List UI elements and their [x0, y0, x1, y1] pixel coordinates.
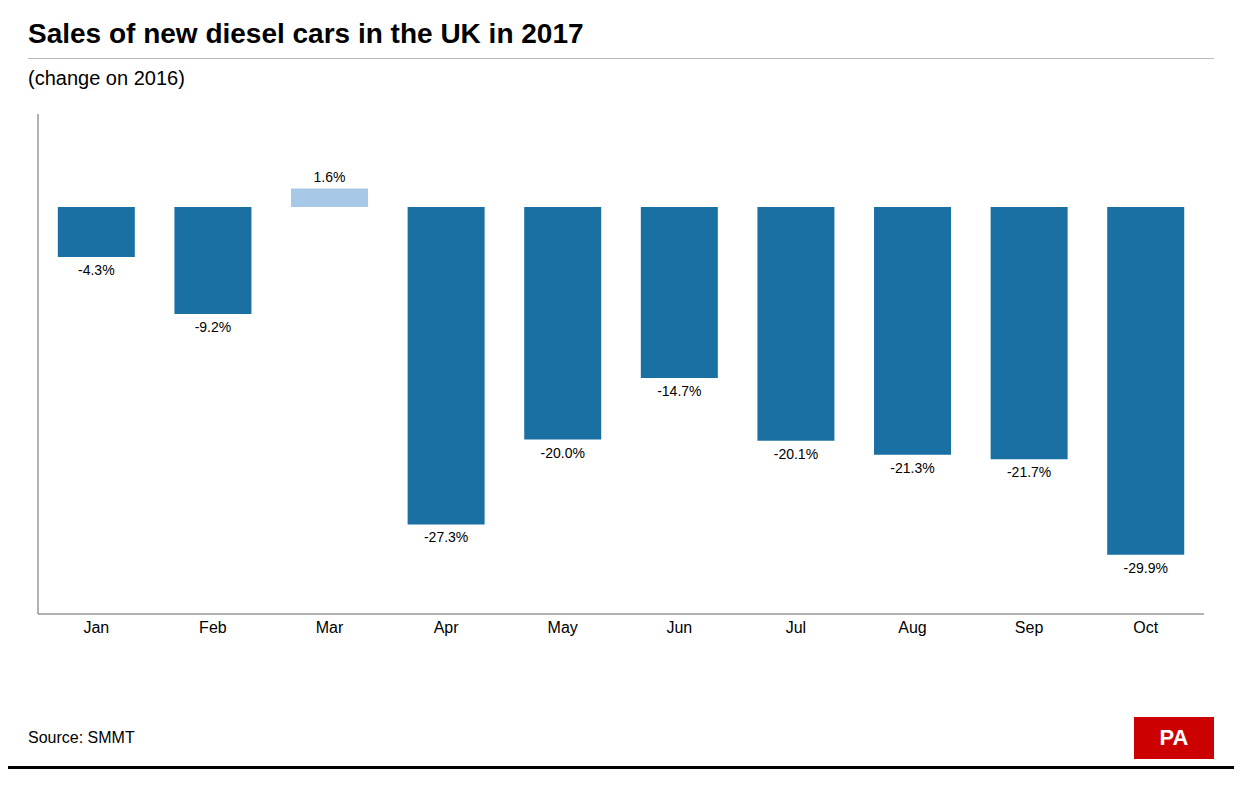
svg-text:Jul: Jul	[786, 619, 806, 636]
svg-text:1.6%: 1.6%	[314, 169, 346, 185]
svg-text:Aug: Aug	[898, 619, 926, 636]
svg-text:-4.3%: -4.3%	[78, 262, 115, 278]
svg-text:Feb: Feb	[199, 619, 227, 636]
html-text:Source: SMMT: Source: SMMT	[28, 729, 135, 746]
svg-text:-14.7%: -14.7%	[657, 383, 701, 399]
svg-text:-20.0%: -20.0%	[541, 445, 585, 461]
svg-text:-29.9%: -29.9%	[1124, 560, 1168, 576]
svg-text:-9.2%: -9.2%	[195, 319, 232, 335]
svg-text:Apr: Apr	[434, 619, 460, 636]
svg-text:-27.3%: -27.3%	[424, 529, 468, 545]
svg-text:-20.1%: -20.1%	[774, 446, 818, 462]
svg-text:-21.7%: -21.7%	[1007, 464, 1051, 480]
svg-text:Jun: Jun	[666, 619, 692, 636]
svg-text:Mar: Mar	[316, 619, 344, 636]
svg-text:Oct: Oct	[1133, 619, 1158, 636]
html-text:PA: PA	[1159, 725, 1189, 750]
svg-text:May: May	[548, 619, 578, 636]
svg-text:Sep: Sep	[1015, 619, 1044, 636]
svg-text:-21.3%: -21.3%	[890, 460, 934, 476]
html-text:Sales of new diesel cars in th: Sales of new diesel cars in the UK in 20…	[28, 18, 584, 49]
html-text:(change on 2016): (change on 2016)	[28, 67, 185, 89]
svg-text:Jan: Jan	[83, 619, 109, 636]
